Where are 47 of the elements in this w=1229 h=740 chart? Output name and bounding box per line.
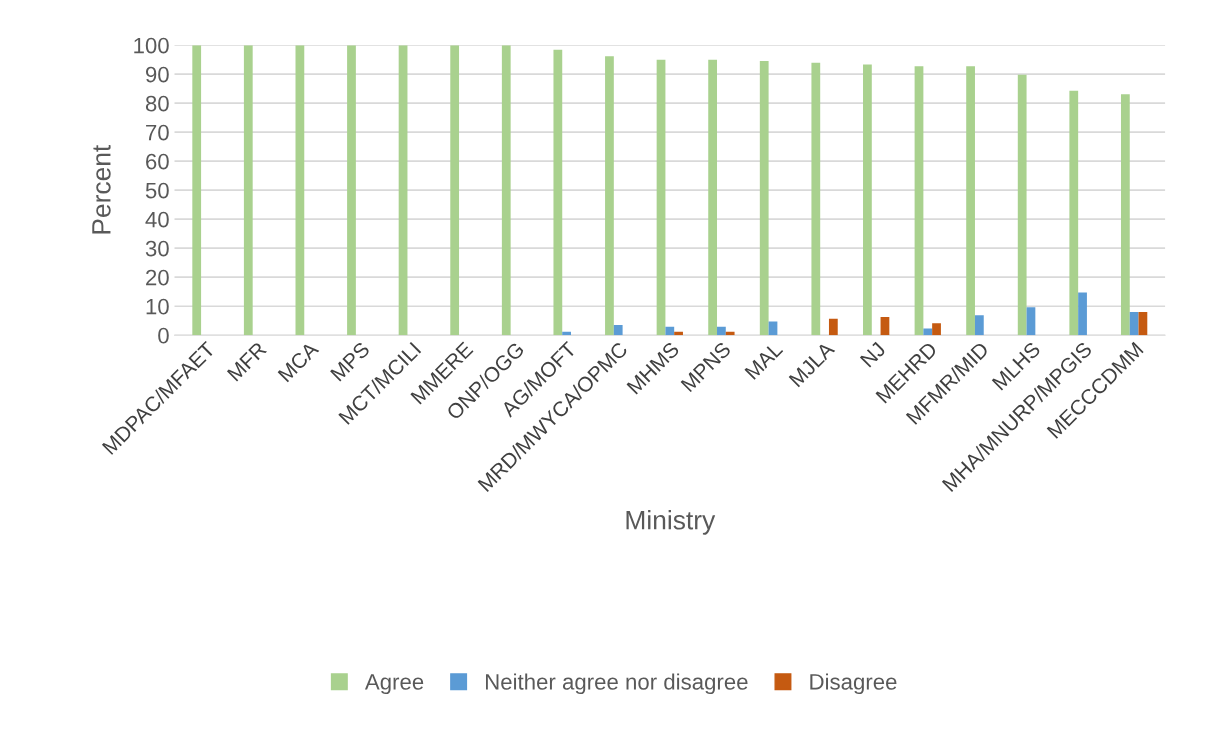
bar bbox=[192, 45, 202, 336]
bar bbox=[398, 45, 408, 336]
bar bbox=[1017, 74, 1027, 336]
y-tick-label: 10 bbox=[146, 298, 169, 315]
bar bbox=[243, 45, 253, 336]
bar bbox=[717, 326, 726, 336]
x-tick-label: MAL bbox=[744, 341, 784, 380]
x-axis-title: Ministry bbox=[626, 510, 716, 535]
bar bbox=[1129, 312, 1139, 336]
y-tick-label: 90 bbox=[145, 66, 169, 83]
y-tick-label: 60 bbox=[146, 153, 169, 170]
bar bbox=[923, 328, 933, 336]
bar bbox=[501, 45, 511, 336]
y-tick-label: 20 bbox=[146, 269, 169, 286]
bar bbox=[759, 61, 769, 336]
bar bbox=[708, 59, 718, 336]
y-tick-label: 70 bbox=[146, 124, 169, 141]
bar bbox=[863, 64, 872, 336]
legend-label: Neither agree nor disagree bbox=[486, 673, 748, 695]
bar bbox=[553, 49, 563, 336]
y-axis-title: Percent bbox=[92, 144, 111, 234]
bar bbox=[347, 45, 356, 336]
bar bbox=[450, 45, 460, 336]
bar bbox=[1026, 307, 1036, 336]
bar bbox=[932, 323, 941, 336]
y-tick-label: 30 bbox=[145, 240, 169, 257]
bar bbox=[811, 62, 821, 336]
y-tick-label: 100 bbox=[134, 37, 169, 54]
y-tick-label: 50 bbox=[145, 182, 169, 199]
bar bbox=[605, 56, 614, 336]
bar bbox=[656, 59, 666, 336]
legend-label: Agree bbox=[364, 674, 424, 695]
bar bbox=[966, 66, 975, 336]
bar bbox=[880, 316, 890, 336]
bar bbox=[665, 326, 675, 336]
bar bbox=[1138, 312, 1148, 336]
bar bbox=[613, 325, 623, 336]
bar bbox=[1069, 90, 1079, 336]
y-tick-label: 40 bbox=[145, 211, 169, 228]
legend-label: Disagree bbox=[810, 673, 897, 695]
bar bbox=[1120, 94, 1130, 336]
bar bbox=[974, 315, 984, 336]
bar bbox=[828, 318, 838, 336]
bar bbox=[1078, 292, 1087, 336]
bar bbox=[914, 66, 924, 336]
bar bbox=[295, 45, 305, 336]
y-tick-label: 80 bbox=[145, 95, 169, 112]
